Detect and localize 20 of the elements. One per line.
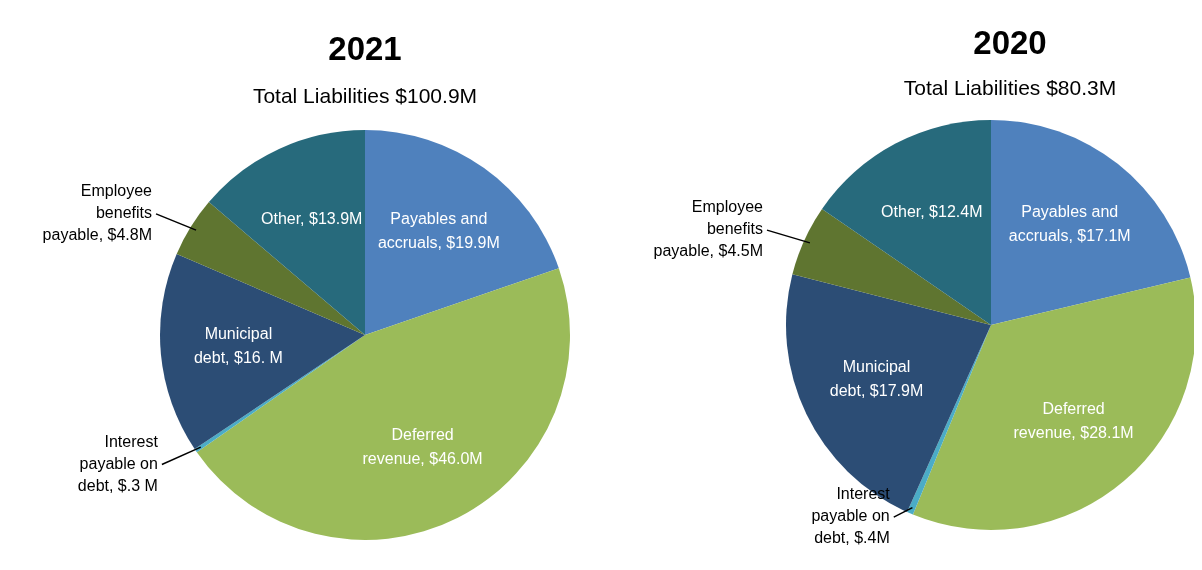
- slice-label: Other, $12.4M: [881, 202, 983, 220]
- pie-slice: [822, 120, 991, 325]
- slice-label: Municipal debt, $16. M: [193, 324, 283, 366]
- slice-label: Municipal debt, $17.9M: [829, 358, 924, 400]
- slice-label: Employee benefits payable, $4.5M: [653, 198, 764, 260]
- chart-subtitle: Total Liabilities $100.9M: [251, 84, 479, 108]
- pie-slice: [365, 130, 559, 335]
- pie-slice: [196, 268, 570, 540]
- pie-slice: [991, 120, 1191, 325]
- slice-label: Payables and accruals, $17.1M: [1008, 203, 1131, 245]
- chart-title: 2020: [972, 24, 1048, 62]
- slice-label: Payables and accruals, $19.9M: [377, 209, 500, 251]
- slice-label: Employee benefits payable, $4.8M: [42, 182, 153, 244]
- pie-slice: [160, 253, 365, 450]
- slice-label: Deferred revenue, $28.1M: [1013, 399, 1134, 441]
- slice-label: Other, $13.9M: [261, 209, 363, 227]
- chart-title: 2021: [327, 30, 403, 68]
- chart-subtitle: Total Liabilities $80.3M: [902, 76, 1118, 100]
- slice-label: Deferred revenue, $46.0M: [362, 426, 483, 468]
- slice-label: Interest payable on debt, $.3 M: [77, 432, 159, 494]
